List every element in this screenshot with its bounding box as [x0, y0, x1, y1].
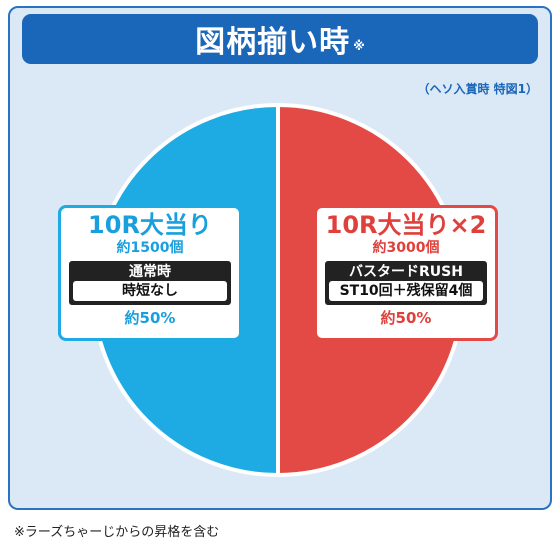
mode-detail: 時短なし: [73, 281, 227, 301]
slice-payout: 約3000個: [372, 240, 440, 256]
mode-box: 通常時 時短なし: [69, 261, 231, 305]
slice-title: 10R大当り: [88, 211, 212, 239]
title-note-mark: ※: [353, 39, 365, 53]
mode-label: 通常時: [129, 264, 171, 280]
mode-detail: ST10回＋残保留4個: [329, 281, 483, 301]
slice-label-rush: 10R大当り×2 約3000個 バスタードRUSH ST10回＋残保留4個 約5…: [314, 205, 498, 341]
mode-label: バスタードRUSH: [349, 264, 463, 280]
slice-percent: 約50%: [380, 309, 432, 327]
slice-percent: 約50%: [124, 309, 176, 327]
slice-payout: 約1500個: [116, 240, 184, 256]
title-bar: 図柄揃い時 ※: [22, 14, 538, 64]
condition-note: （ヘソ入賞時 特図1）: [417, 82, 538, 96]
footnote: ※ラーズちゃーじからの昇格を含む: [14, 525, 220, 540]
slice-title: 10R大当り×2: [325, 211, 487, 239]
chart-title: 図柄揃い時: [195, 25, 351, 60]
slice-label-normal: 10R大当り 約1500個 通常時 時短なし 約50%: [58, 205, 242, 341]
mode-box: バスタードRUSH ST10回＋残保留4個: [325, 261, 487, 305]
